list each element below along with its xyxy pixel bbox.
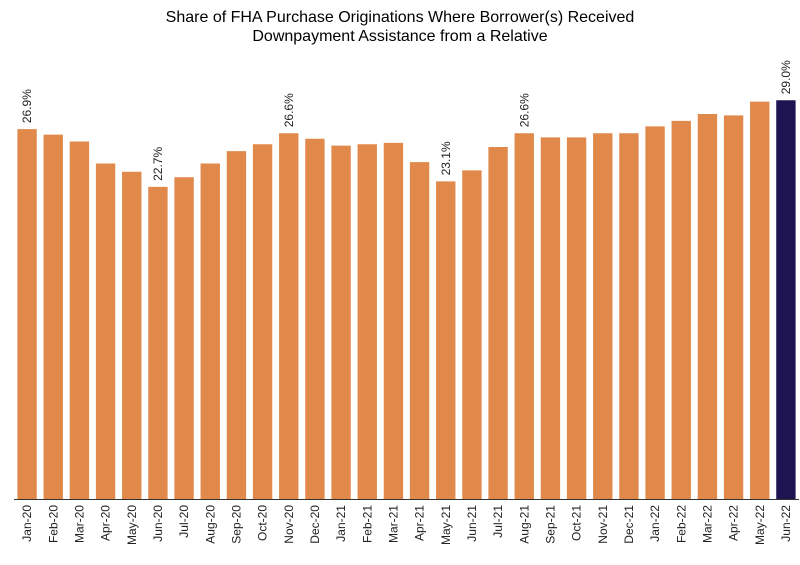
x-tick-label: Oct-21 bbox=[570, 505, 584, 541]
bar-apr-21 bbox=[409, 162, 430, 499]
x-tick-label: Apr-22 bbox=[727, 505, 741, 541]
bar-jan-21 bbox=[331, 145, 351, 500]
bar-nov-20 bbox=[279, 133, 299, 499]
bar-jan-22 bbox=[645, 126, 665, 500]
bar-nov-21 bbox=[593, 133, 613, 499]
data-label: 26.6% bbox=[517, 93, 531, 127]
bar-jun-20 bbox=[148, 186, 168, 500]
x-tick-label: Aug-20 bbox=[203, 505, 217, 544]
data-label: 23.1% bbox=[439, 141, 453, 175]
x-tick-label: Jul-21 bbox=[491, 505, 505, 538]
x-tick-label: Dec-20 bbox=[308, 505, 322, 544]
data-label: 22.7% bbox=[151, 147, 165, 181]
x-tick-label: Jun-21 bbox=[465, 505, 479, 542]
x-tick-label: Jun-22 bbox=[779, 505, 793, 542]
x-tick-label: Jan-20 bbox=[20, 505, 34, 542]
x-tick-label: Aug-21 bbox=[517, 505, 531, 544]
data-label: 26.6% bbox=[282, 93, 296, 127]
x-tick-label: Mar-21 bbox=[386, 505, 400, 543]
bar-may-22 bbox=[750, 101, 770, 499]
bar-feb-21 bbox=[357, 144, 377, 499]
bar-sep-20 bbox=[226, 151, 247, 500]
bar-may-21 bbox=[436, 181, 456, 500]
x-tick-label: Apr-21 bbox=[413, 505, 427, 541]
chart-title-line-1: Share of FHA Purchase Originations Where… bbox=[165, 9, 635, 26]
x-tick-label: Jan-21 bbox=[334, 505, 348, 542]
bar-jul-21 bbox=[488, 147, 508, 499]
bar-feb-20 bbox=[43, 134, 63, 499]
bar-jun-22 bbox=[776, 100, 796, 499]
bar-oct-21 bbox=[566, 137, 587, 500]
bar-mar-21 bbox=[383, 142, 404, 499]
x-tick-label: Apr-20 bbox=[99, 505, 113, 541]
data-label: 26.9% bbox=[20, 89, 34, 123]
x-tick-label: Jan-22 bbox=[648, 505, 662, 542]
bar-apr-20 bbox=[95, 163, 116, 499]
bar-mar-20 bbox=[69, 141, 90, 499]
bar-apr-22 bbox=[723, 115, 744, 499]
data-label: 29.0% bbox=[779, 60, 793, 94]
bar-jan-20 bbox=[17, 129, 37, 499]
chart-title-line-2: Downpayment Assistance from a Relative bbox=[252, 28, 548, 45]
x-tick-label: Nov-21 bbox=[596, 505, 610, 544]
x-tick-label: May-20 bbox=[125, 505, 139, 545]
bar-feb-22 bbox=[671, 120, 691, 500]
bar-oct-20 bbox=[252, 144, 273, 499]
x-tick-label: Oct-20 bbox=[256, 505, 270, 541]
x-tick-label: Sep-20 bbox=[229, 505, 243, 544]
bar-aug-21 bbox=[514, 133, 534, 499]
x-tick-label: Sep-21 bbox=[543, 505, 557, 544]
x-tick-label: Feb-22 bbox=[674, 505, 688, 543]
x-tick-label: Mar-22 bbox=[700, 505, 714, 543]
bar-mar-22 bbox=[697, 114, 718, 499]
x-tick-label: May-21 bbox=[439, 505, 453, 545]
x-tick-label: Mar-20 bbox=[72, 505, 86, 543]
x-tick-label: Jul-20 bbox=[177, 505, 191, 538]
x-tick-label: Nov-20 bbox=[282, 505, 296, 544]
x-tick-label: Feb-21 bbox=[360, 505, 374, 543]
bar-may-20 bbox=[122, 171, 142, 499]
x-tick-label: Dec-21 bbox=[622, 505, 636, 544]
x-tick-label: May-22 bbox=[753, 505, 767, 545]
chart-title: Share of FHA Purchase Originations Where… bbox=[0, 8, 800, 46]
bar-jun-21 bbox=[462, 170, 482, 499]
bar-dec-21 bbox=[619, 133, 639, 499]
bar-jul-20 bbox=[174, 177, 194, 499]
bar-sep-21 bbox=[540, 137, 561, 500]
bar-dec-20 bbox=[305, 138, 325, 499]
bar-aug-20 bbox=[200, 163, 220, 499]
x-tick-label: Jun-20 bbox=[151, 505, 165, 542]
x-tick-label: Feb-20 bbox=[46, 505, 60, 543]
